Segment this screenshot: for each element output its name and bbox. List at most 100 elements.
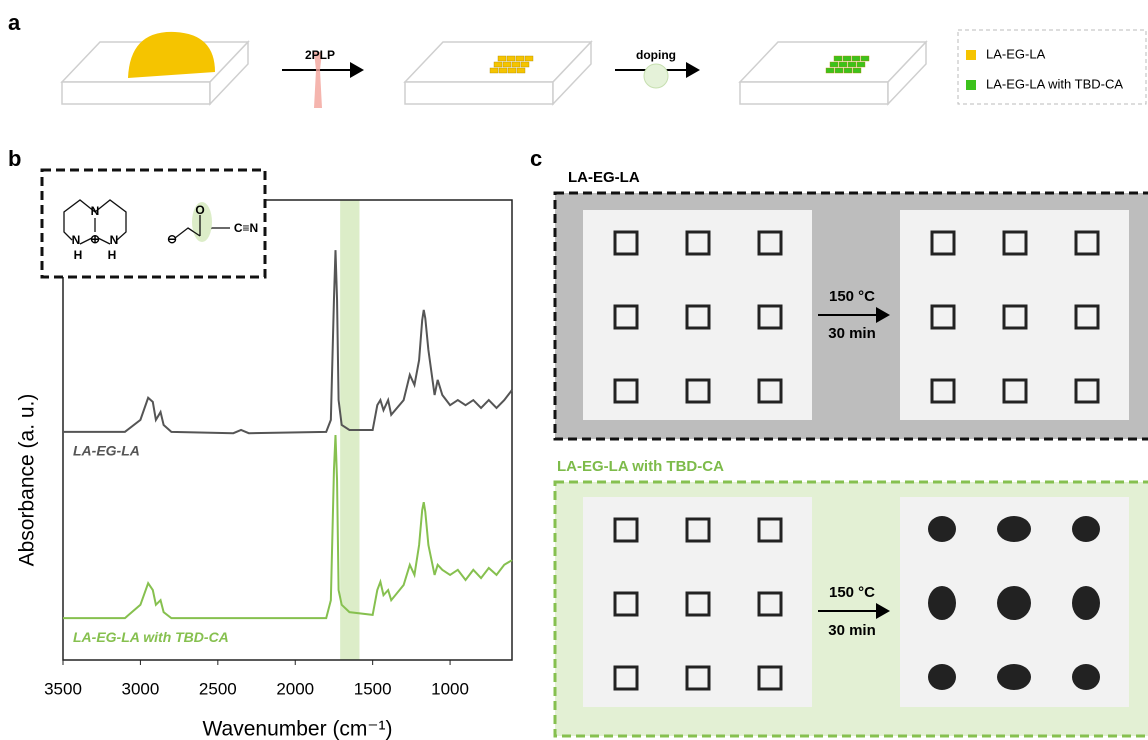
square-structure xyxy=(685,378,711,404)
legend-box xyxy=(957,29,1147,105)
square-structure xyxy=(757,230,783,256)
droplet xyxy=(643,63,669,89)
microstructure xyxy=(506,55,516,62)
x-tick-label: 2000 xyxy=(276,679,314,698)
legend-label: LA-EG-LA xyxy=(986,46,1046,61)
microstructure xyxy=(524,55,534,62)
square-structure xyxy=(613,378,639,404)
microstructure xyxy=(498,67,508,74)
square-structure xyxy=(757,517,783,543)
microstructure xyxy=(520,61,530,68)
microstructure xyxy=(856,61,866,68)
atom: N xyxy=(72,233,81,247)
atom: C≡N xyxy=(234,221,258,235)
deformed-structure xyxy=(1072,586,1100,620)
microstructure xyxy=(834,67,844,74)
deformed-structure xyxy=(997,664,1031,690)
microstructure xyxy=(502,61,512,68)
microstructure xyxy=(511,61,521,68)
deformed-structure xyxy=(997,586,1031,620)
charge: ⊕ xyxy=(90,232,100,246)
atom: O xyxy=(195,203,204,217)
square-structure xyxy=(613,665,639,691)
atom: N xyxy=(110,233,119,247)
square-structure xyxy=(1074,378,1100,404)
y-axis-title: Absorbance (a. u.) xyxy=(16,394,39,567)
square-structure xyxy=(613,591,639,617)
chart: 3500 3000 2500 2000 1500 1000 Wavenumber (cm⁻¹… xyxy=(16,199,513,740)
square-structure xyxy=(613,230,639,256)
square-structure xyxy=(685,517,711,543)
x-tick-label: 3500 xyxy=(44,679,82,698)
panel-label: a xyxy=(8,10,21,35)
microstructure xyxy=(489,67,499,74)
step-label: doping xyxy=(636,48,676,62)
deformed-structure xyxy=(928,586,956,620)
x-tick-label: 3000 xyxy=(121,679,159,698)
square-structure xyxy=(757,665,783,691)
square-structure xyxy=(685,591,711,617)
microstructure xyxy=(829,61,839,68)
atom: H xyxy=(74,248,83,262)
deformed-structure xyxy=(1072,516,1100,542)
x-tick-label: 1500 xyxy=(354,679,392,698)
atom: H xyxy=(108,248,117,262)
microstructure xyxy=(507,67,517,74)
microstructure xyxy=(851,55,861,62)
microstructure xyxy=(843,67,853,74)
x-tick-label: 2500 xyxy=(199,679,237,698)
micrograph xyxy=(900,210,1129,420)
condition: 150 °C xyxy=(829,584,875,601)
panel-label: b xyxy=(8,146,21,171)
series-label: LA-EG-LA xyxy=(73,443,140,459)
legend: LA-EG-LA LA-EG-LA with TBD-CA xyxy=(966,46,1123,91)
x-axis-title: Wavenumber (cm⁻¹) xyxy=(203,718,393,740)
deformed-structure xyxy=(997,516,1031,542)
structure xyxy=(63,199,230,245)
microstructure xyxy=(838,61,848,68)
legend-swatch xyxy=(966,50,976,60)
square-structure xyxy=(1002,378,1028,404)
microstructures xyxy=(489,55,870,74)
microstructure xyxy=(493,61,503,68)
plot-frame xyxy=(62,199,513,661)
square-structure xyxy=(1074,230,1100,256)
micrograph xyxy=(583,497,812,707)
square-structure xyxy=(1074,304,1100,330)
condition: 150 °C xyxy=(829,288,875,305)
microstructure xyxy=(847,61,857,68)
series-label: LA-EG-LA with TBD-CA xyxy=(73,629,229,645)
square-structure xyxy=(1002,304,1028,330)
square-structure xyxy=(1002,230,1028,256)
legend-swatch xyxy=(966,80,976,90)
panel-label: c xyxy=(530,146,542,171)
slab xyxy=(60,31,250,106)
square-structure xyxy=(685,230,711,256)
charge: ⊖ xyxy=(167,232,177,246)
square-structure xyxy=(613,517,639,543)
square-structure xyxy=(613,304,639,330)
step-label: 2PLP xyxy=(305,48,335,62)
square-structure xyxy=(685,665,711,691)
microstructure xyxy=(497,55,507,62)
deformed-structure xyxy=(1072,664,1100,690)
micrograph xyxy=(583,210,812,420)
condition: 30 min xyxy=(828,325,876,342)
microstructure xyxy=(833,55,843,62)
square-structure xyxy=(757,591,783,617)
sample-title: LA-EG-LA with TBD-CA xyxy=(557,458,724,475)
microstructure xyxy=(516,67,526,74)
square-structure xyxy=(685,304,711,330)
atom: N xyxy=(91,204,100,218)
deformed-structure xyxy=(928,516,956,542)
condition: 30 min xyxy=(828,622,876,639)
square-structure xyxy=(930,378,956,404)
square-structure xyxy=(930,304,956,330)
square-structure xyxy=(757,304,783,330)
micrographs xyxy=(583,210,1129,707)
spectrum xyxy=(63,250,513,435)
structure-box xyxy=(40,168,267,279)
microstructure xyxy=(842,55,852,62)
